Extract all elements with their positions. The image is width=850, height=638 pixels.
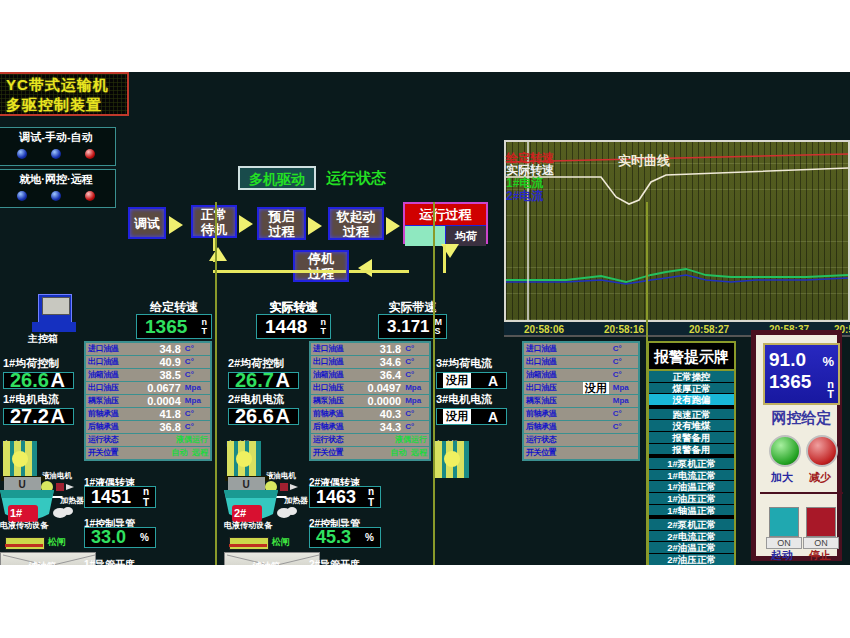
svg-text:U: U	[18, 479, 25, 490]
svg-text:U: U	[242, 479, 249, 490]
